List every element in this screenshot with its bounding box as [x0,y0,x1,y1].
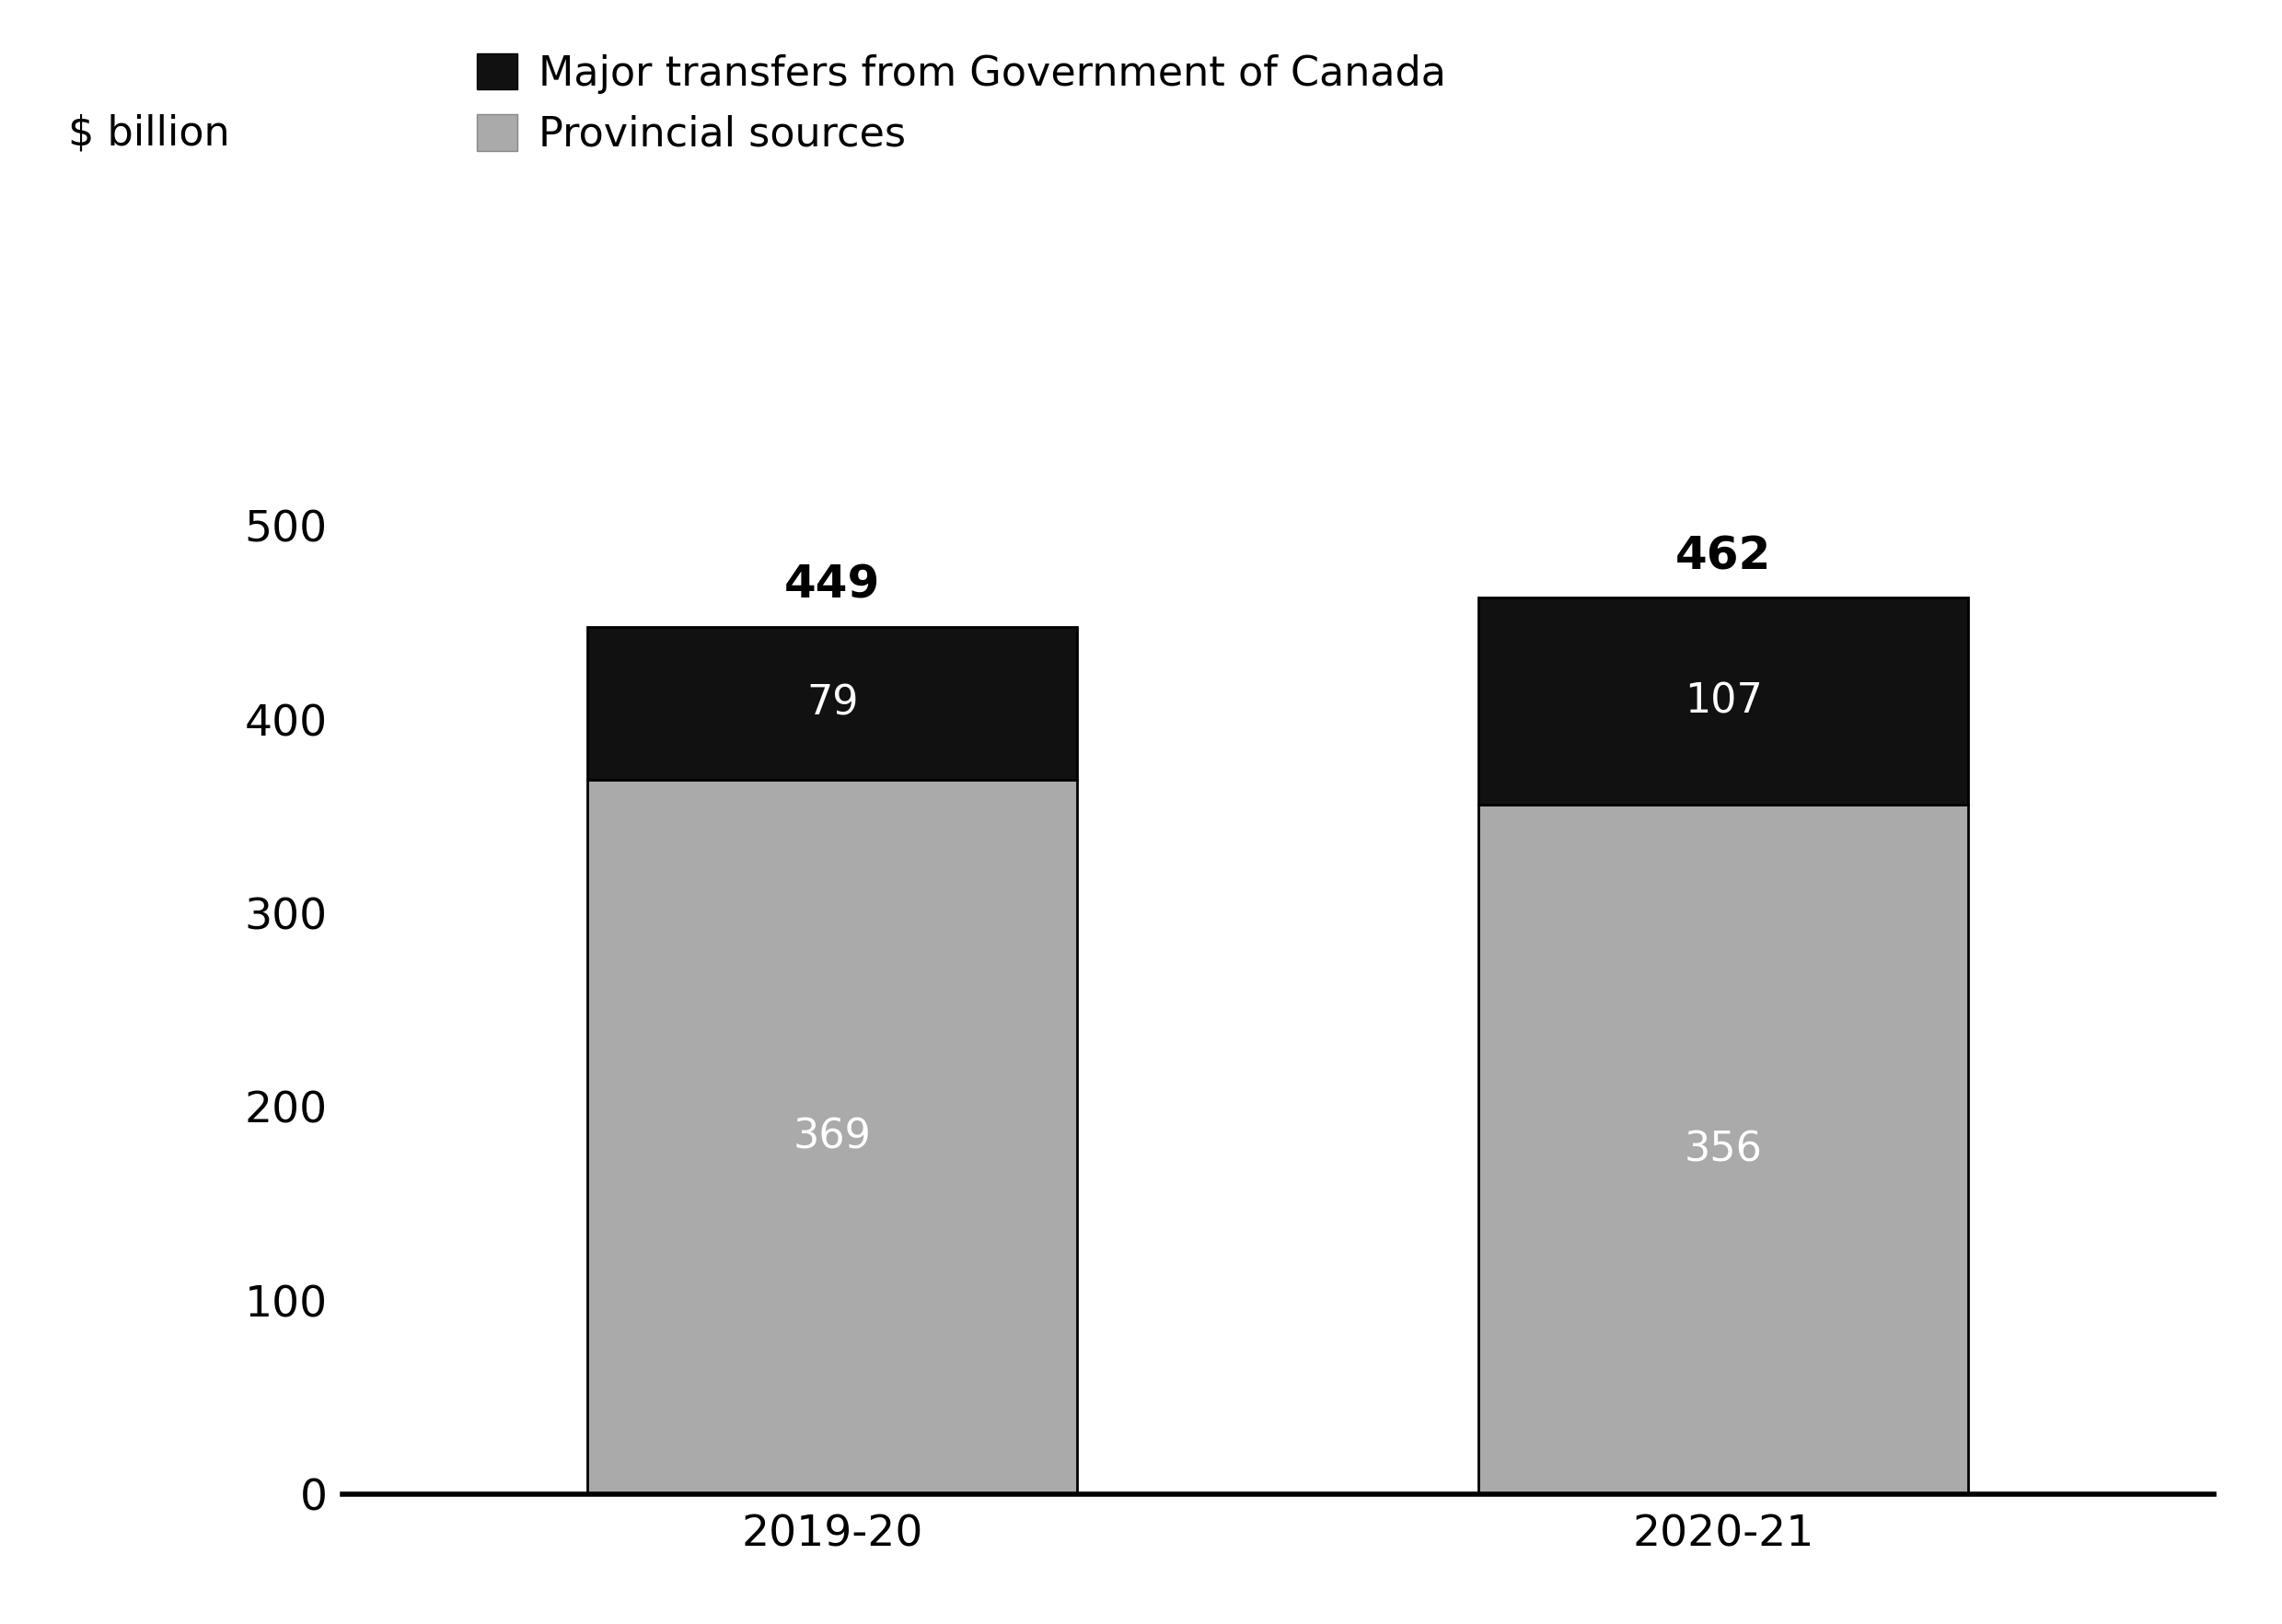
Text: 107: 107 [1684,682,1762,721]
Bar [1479,598,1969,806]
Text: 79: 79 [806,684,858,723]
Text: 356: 356 [1684,1130,1762,1169]
Bar [586,627,1077,780]
Text: 462: 462 [1675,534,1771,578]
Legend: Major transfers from Government of Canada, Provincial sources: Major transfers from Government of Canad… [477,54,1447,154]
Text: 369: 369 [794,1117,872,1156]
Text: 449: 449 [785,564,881,607]
Bar [586,780,1077,1494]
Text: $ billion: $ billion [68,114,230,153]
Bar [1479,806,1969,1494]
